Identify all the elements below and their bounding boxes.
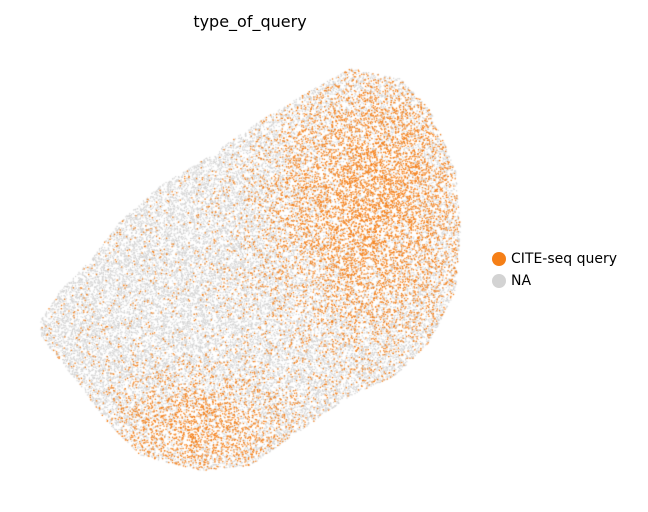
legend-item-cite-seq-query: CITE-seq query <box>492 248 617 270</box>
legend: CITE-seq query NA <box>492 248 617 292</box>
legend-label-na: NA <box>511 273 532 289</box>
legend-item-na: NA <box>492 270 617 292</box>
legend-marker-cite-seq-query <box>492 252 506 266</box>
legend-marker-na <box>492 274 506 288</box>
legend-label-cite-seq-query: CITE-seq query <box>511 251 618 267</box>
